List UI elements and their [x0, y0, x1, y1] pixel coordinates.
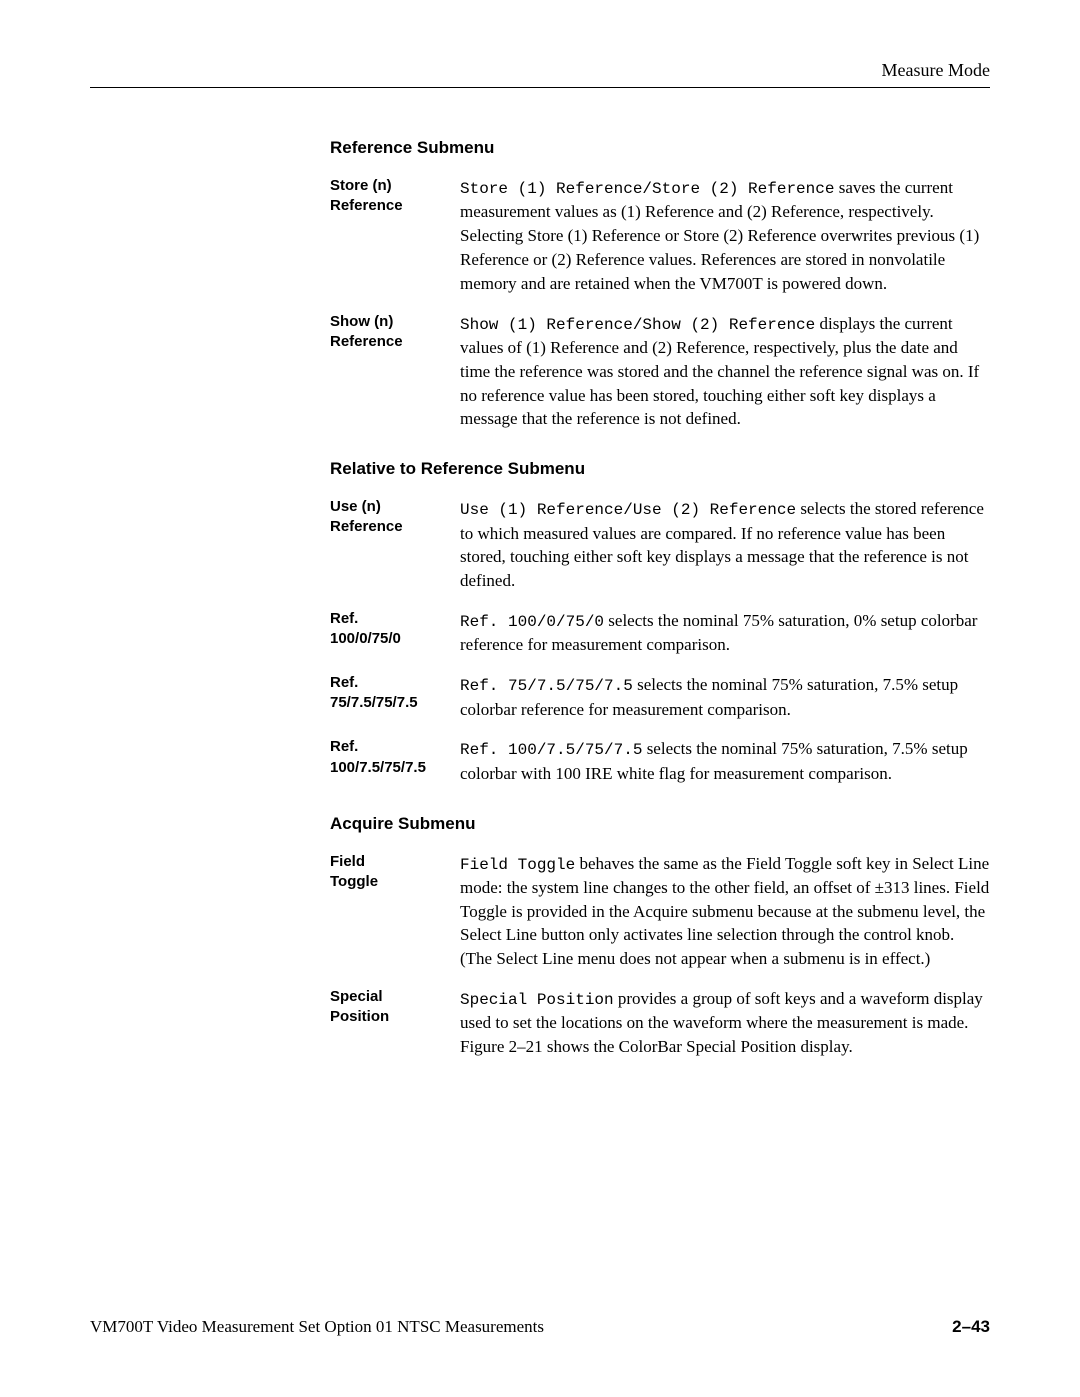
label-line1: Store (n): [330, 177, 392, 194]
entry-special-position: Special Position Special Position provid…: [330, 987, 990, 1059]
entry-desc: Ref. 100/0/75/0 selects the nominal 75% …: [460, 609, 990, 657]
footer-left: VM700T Video Measurement Set Option 01 N…: [90, 1317, 544, 1337]
footer-page-number: 2–43: [952, 1317, 990, 1337]
label-line2: Reference: [330, 333, 403, 350]
entry-desc: Field Toggle behaves the same as the Fie…: [460, 852, 990, 972]
entry-ref-75-75-75-75: Ref. 75/7.5/75/7.5 Ref. 75/7.5/75/7.5 se…: [330, 673, 990, 721]
header-rule: [90, 87, 990, 88]
entry-label: Use (n) Reference: [330, 497, 460, 593]
label-line1: Special: [330, 988, 383, 1005]
label-line2: Position: [330, 1008, 389, 1025]
entry-ref-100-0-75-0: Ref. 100/0/75/0 Ref. 100/0/75/0 selects …: [330, 609, 990, 657]
label-line1: Ref.: [330, 610, 358, 627]
entry-show-reference: Show (n) Reference Show (1) Reference/Sh…: [330, 312, 990, 432]
entry-field-toggle: Field Toggle Field Toggle behaves the sa…: [330, 852, 990, 972]
label-line2: 75/7.5/75/7.5: [330, 694, 418, 711]
label-line1: Use (n): [330, 498, 381, 515]
entry-label: Ref. 100/7.5/75/7.5: [330, 737, 460, 785]
entry-label: Field Toggle: [330, 852, 460, 972]
entry-mono: Store (1) Reference/Store (2) Reference: [460, 180, 834, 198]
section-heading: Acquire Submenu: [330, 814, 990, 834]
label-line2: Reference: [330, 197, 403, 214]
entry-label: Ref. 75/7.5/75/7.5: [330, 673, 460, 721]
label-line1: Ref.: [330, 674, 358, 691]
page-header-title: Measure Mode: [90, 60, 990, 81]
page-container: Measure Mode Reference Submenu Store (n)…: [0, 0, 1080, 1397]
label-line2: 100/7.5/75/7.5: [330, 759, 426, 776]
entry-store-reference: Store (n) Reference Store (1) Reference/…: [330, 176, 990, 296]
entry-mono: Field Toggle: [460, 856, 575, 874]
entry-label: Ref. 100/0/75/0: [330, 609, 460, 657]
entry-mono: Ref. 100/0/75/0: [460, 613, 604, 631]
entry-label: Store (n) Reference: [330, 176, 460, 296]
entry-desc: Store (1) Reference/Store (2) Reference …: [460, 176, 990, 296]
entry-desc: Show (1) Reference/Show (2) Reference di…: [460, 312, 990, 432]
page-footer: VM700T Video Measurement Set Option 01 N…: [90, 1317, 990, 1337]
label-line2: Reference: [330, 518, 403, 535]
label-line2: Toggle: [330, 873, 378, 890]
entry-use-reference: Use (n) Reference Use (1) Reference/Use …: [330, 497, 990, 593]
entry-mono: Ref. 100/7.5/75/7.5: [460, 741, 642, 759]
entry-label: Show (n) Reference: [330, 312, 460, 432]
label-line1: Ref.: [330, 738, 358, 755]
entry-mono: Ref. 75/7.5/75/7.5: [460, 677, 633, 695]
entry-desc: Ref. 100/7.5/75/7.5 selects the nominal …: [460, 737, 990, 785]
entry-desc: Use (1) Reference/Use (2) Reference sele…: [460, 497, 990, 593]
label-line2: 100/0/75/0: [330, 630, 401, 647]
label-line1: Field: [330, 853, 365, 870]
entry-desc: Special Position provides a group of sof…: [460, 987, 990, 1059]
section-heading: Relative to Reference Submenu: [330, 459, 990, 479]
entry-ref-100-75-75-75: Ref. 100/7.5/75/7.5 Ref. 100/7.5/75/7.5 …: [330, 737, 990, 785]
page-content: Reference Submenu Store (n) Reference St…: [330, 138, 990, 1059]
label-line1: Show (n): [330, 313, 393, 330]
section-heading: Reference Submenu: [330, 138, 990, 158]
entry-mono: Special Position: [460, 991, 614, 1009]
entry-desc: Ref. 75/7.5/75/7.5 selects the nominal 7…: [460, 673, 990, 721]
entry-label: Special Position: [330, 987, 460, 1059]
entry-mono: Show (1) Reference/Show (2) Reference: [460, 316, 815, 334]
entry-mono: Use (1) Reference/Use (2) Reference: [460, 501, 796, 519]
